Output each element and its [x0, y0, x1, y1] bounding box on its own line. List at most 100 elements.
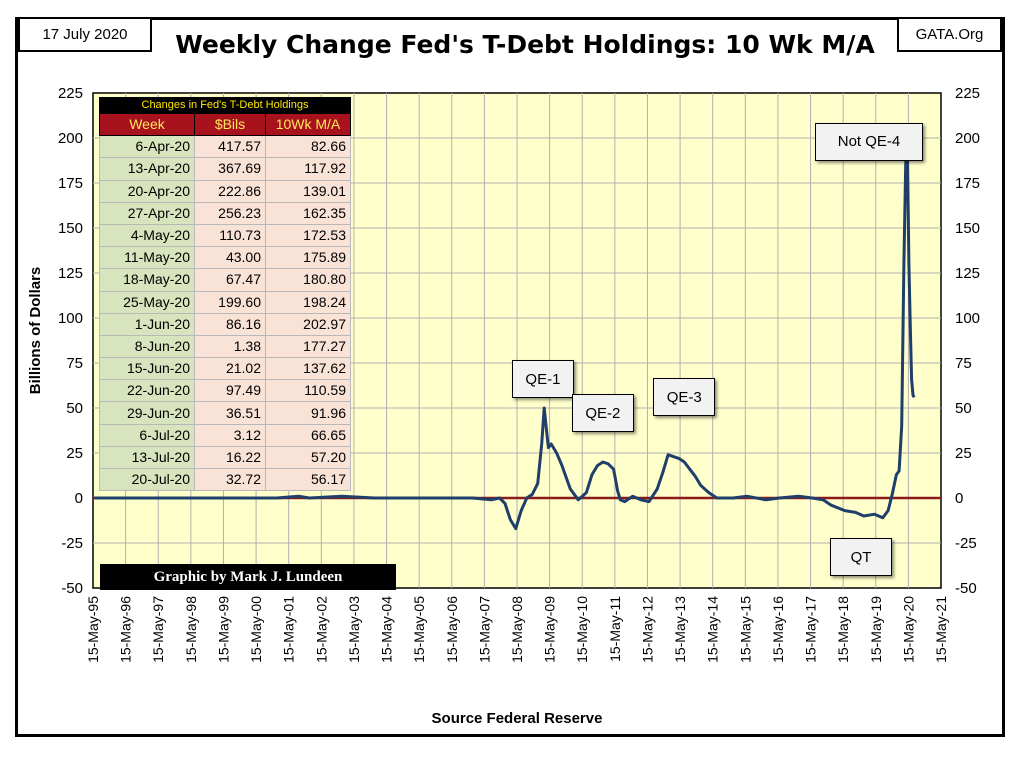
table-row-cell: 4-May-20: [99, 223, 195, 248]
table-row-cell: 256.23: [194, 201, 266, 225]
table-row-cell: 91.96: [265, 401, 351, 425]
x-tick-label: 15-May-14: [705, 596, 721, 663]
table-row: 22-Jun-20 97.49 110.59: [99, 379, 351, 403]
annotation-label: QE-3: [653, 378, 716, 417]
credit-label: Graphic by Mark J. Lundeen: [100, 564, 396, 590]
table-row-cell: 16.22: [194, 445, 266, 470]
table-row: 29-Jun-20 36.51 91.96: [99, 401, 351, 425]
x-tick-label: 15-May-10: [574, 596, 590, 663]
y-tick-label-right: 75: [955, 355, 972, 372]
y-tick-label-right: 225: [955, 85, 980, 102]
y-tick-label-right: 50: [955, 400, 972, 417]
x-tick-label: 15-May-21: [933, 596, 949, 663]
table-row: 13-Jul-20 16.22 57.20: [99, 445, 351, 470]
table-row-cell: 8-Jun-20: [99, 334, 195, 359]
table-row-cell: 22-Jun-20: [99, 379, 195, 403]
y-tick-label-left: 175: [58, 175, 83, 192]
y-tick-label-right: 125: [955, 265, 980, 282]
x-tick-label: 15-May-17: [803, 596, 819, 663]
table-row: 13-Apr-20 367.69 117.92: [99, 157, 351, 181]
table-row-cell: 57.20: [265, 445, 351, 470]
table-row-cell: 21.02: [194, 357, 266, 381]
x-tick-label: 15-May-98: [183, 596, 199, 663]
table-row-cell: 25-May-20: [99, 290, 195, 314]
holdings-table: Changes in Fed's T-Debt Holdings Week $Bil…: [99, 97, 351, 492]
x-tick-label: 15-May-08: [509, 596, 525, 663]
table-row-cell: 199.60: [194, 290, 266, 314]
table-row-cell: 18-May-20: [99, 268, 195, 292]
table-row-cell: 198.24: [265, 290, 351, 314]
x-tick-label: 15-May-97: [150, 596, 166, 663]
table-row-cell: 43.00: [194, 246, 266, 270]
x-tick-label: 15-May-13: [672, 596, 688, 663]
x-tick-label: 15-May-02: [313, 596, 329, 663]
table-header-cell: Week: [99, 112, 195, 137]
x-tick-label: 15-May-04: [379, 596, 395, 663]
x-tick-label: 15-May-20: [900, 596, 916, 663]
y-tick-label-left: 125: [58, 265, 83, 282]
table-caption: Changes in Fed's T-Debt Holdings: [99, 97, 351, 114]
table-row-cell: 177.27: [265, 334, 351, 359]
x-tick-label: 15-May-03: [346, 596, 362, 663]
x-tick-label: 15-May-00: [248, 596, 264, 663]
table-row: 6-Jul-20 3.12 66.65: [99, 423, 351, 447]
table-row-cell: 97.49: [194, 379, 266, 403]
table-row-cell: 3.12: [194, 423, 266, 447]
table-row: 18-May-20 67.47 180.80: [99, 268, 351, 292]
table-row-cell: 82.66: [265, 135, 351, 159]
table-row-cell: 20-Apr-20: [99, 179, 195, 203]
y-tick-label-right: -50: [955, 580, 977, 597]
x-tick-label: 15-May-15: [737, 596, 753, 663]
y-tick-label-left: 75: [66, 355, 83, 372]
y-tick-label-left: 50: [66, 400, 83, 417]
x-tick-label: 15-May-11: [607, 596, 623, 662]
x-tick-label: 15-May-99: [215, 596, 231, 663]
x-tick-label: 15-May-18: [835, 596, 851, 663]
table-header-cell: 10Wk M/A: [265, 112, 351, 137]
y-tick-label-right: 100: [955, 310, 980, 327]
table-row: 20-Apr-20 222.86 139.01: [99, 179, 351, 203]
table-header: Week $Bils 10Wk M/A: [99, 112, 351, 137]
table-row-cell: 162.35: [265, 201, 351, 225]
y-tick-label-right: -25: [955, 535, 977, 552]
table-row-cell: 86.16: [194, 312, 266, 336]
table-row: 27-Apr-20 256.23 162.35: [99, 201, 351, 225]
date-label: 17 July 2020: [18, 17, 152, 52]
table-row: 20-Jul-20 32.72 56.17: [99, 467, 351, 492]
y-tick-label-left: 100: [58, 310, 83, 327]
table-row-cell: 137.62: [265, 357, 351, 381]
table-row: 1-Jun-20 86.16 202.97: [99, 312, 351, 336]
x-axis-label: Source Federal Reserve: [432, 710, 603, 727]
table-row-cell: 67.47: [194, 268, 266, 292]
table-row-cell: 172.53: [265, 223, 351, 248]
table-row-cell: 139.01: [265, 179, 351, 203]
table-row: 25-May-20 199.60 198.24: [99, 290, 351, 314]
table-caption-row: Changes in Fed's T-Debt Holdings: [99, 97, 351, 114]
annotation-label: QE-2: [571, 394, 634, 433]
table-row-cell: 29-Jun-20: [99, 401, 195, 425]
table-row-cell: 110.73: [194, 223, 266, 248]
table-row-cell: 66.65: [265, 423, 351, 447]
x-tick-label: 15-May-05: [411, 596, 427, 663]
y-axis-label: Billions of Dollars: [27, 267, 44, 395]
table-row-cell: 110.59: [265, 379, 351, 403]
table-row-cell: 1-Jun-20: [99, 312, 195, 336]
table-row-cell: 1.38: [194, 334, 266, 359]
x-tick-label: 15-May-12: [639, 596, 655, 663]
table-row-cell: 56.17: [265, 467, 351, 492]
table-row: 8-Jun-20 1.38 177.27: [99, 334, 351, 359]
x-tick-label: 15-May-09: [542, 596, 558, 663]
y-tick-label-left: 225: [58, 85, 83, 102]
table-row-cell: 367.69: [194, 157, 266, 181]
table-row: 15-Jun-20 21.02 137.62: [99, 357, 351, 381]
table-row-cell: 6-Jul-20: [99, 423, 195, 447]
table-row: 11-May-20 43.00 175.89: [99, 246, 351, 270]
y-tick-label-right: 200: [955, 130, 980, 147]
series-line: [94, 132, 916, 531]
x-tick-label: 15-May-06: [444, 596, 460, 663]
table-row-cell: 175.89: [265, 246, 351, 270]
chart-title: Weekly Change Fed's T-Debt Holdings: 10 …: [175, 30, 875, 59]
y-tick-label-right: 0: [955, 490, 963, 507]
annotation-label: Not QE-4: [815, 122, 924, 161]
table-row-cell: 13-Jul-20: [99, 445, 195, 470]
